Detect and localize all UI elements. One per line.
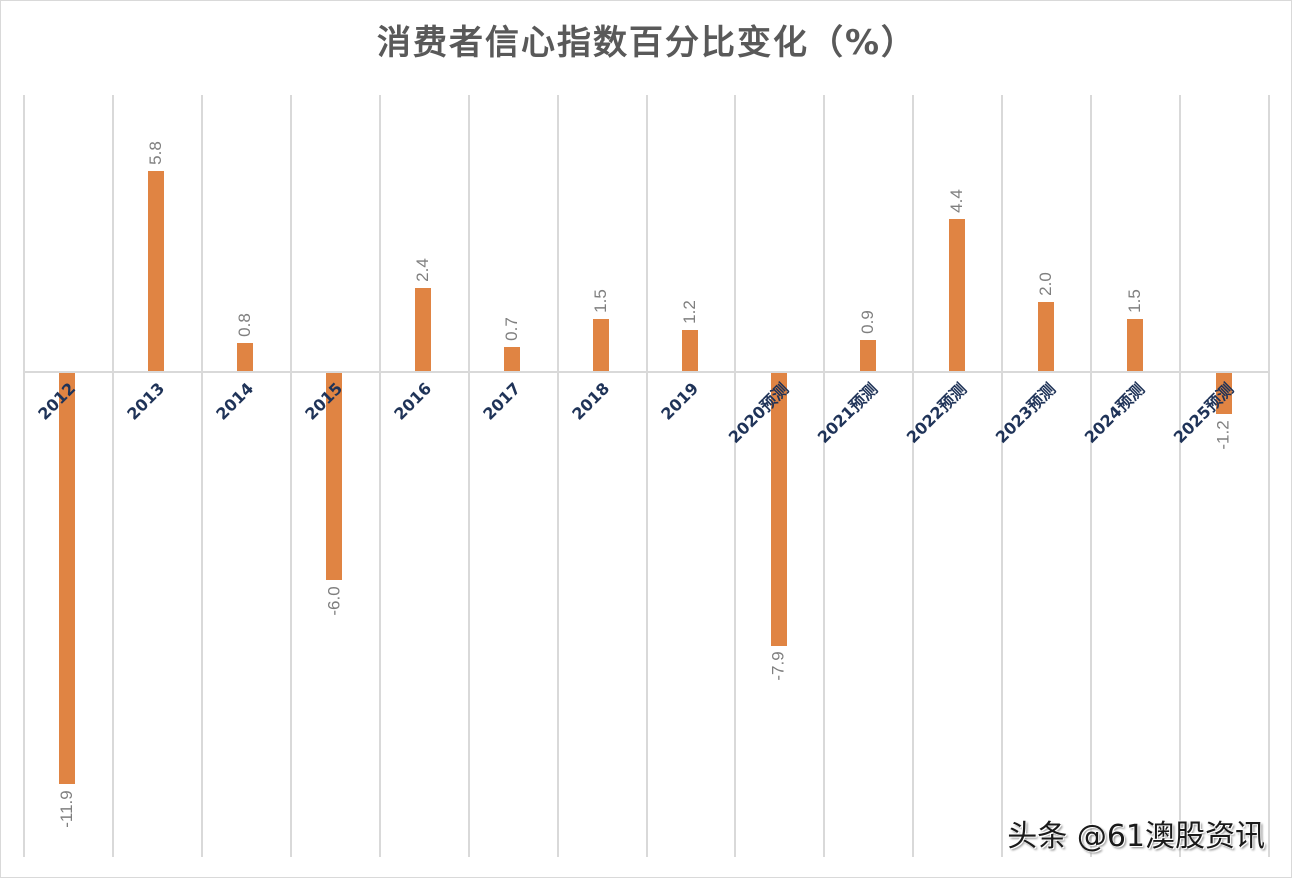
plot-area: -11.9 2012 5.8 2013 0.8 2014 -6.0 2015 2.4 2016 0.… [23,95,1270,857]
category-label: 2014 [212,378,258,424]
category-label: 2016 [390,378,436,424]
data-label: 1.5 [1124,289,1144,314]
category-label: 2019 [657,378,703,424]
gridline [645,95,648,857]
bar[interactable] [1126,319,1143,371]
zero-axis-line [23,371,1270,373]
bar[interactable] [237,343,254,371]
data-label: 4.4 [946,189,966,214]
category-label: 2013 [123,378,169,424]
bar[interactable] [593,319,610,371]
gridline [1001,95,1004,857]
bar[interactable] [59,373,76,784]
bar[interactable] [1215,373,1232,415]
bar[interactable] [415,288,432,371]
bar[interactable] [948,219,965,371]
category-label: 2018 [568,378,614,424]
bar[interactable] [326,373,343,580]
category-label: 2022预测 [902,379,971,447]
watermark: 头条 @61澳股资讯 [1007,819,1265,854]
data-label: 5.8 [146,141,166,165]
data-label: 2.4 [412,258,432,283]
bar[interactable] [1037,302,1054,371]
data-label: 2.0 [1035,272,1055,296]
gridline [289,95,292,857]
bar[interactable] [681,329,698,371]
gridline [556,95,559,857]
gridline [912,95,915,857]
gridline [1268,95,1270,857]
gridline [823,95,826,857]
gridline [734,95,737,857]
data-label: -7.9 [769,651,789,681]
bar[interactable] [504,346,521,371]
data-label: 1.2 [679,299,699,324]
data-label: -6.0 [324,585,344,616]
category-label: 2021预测 [813,379,882,447]
gridline [1179,95,1182,857]
data-label: 1.5 [590,289,610,314]
category-label: 2024预测 [1080,379,1148,447]
gridline [378,95,381,857]
bar[interactable] [148,170,165,371]
chart-title: 消费者信心指数百分比变化（%） [376,23,918,63]
category-label: 2017 [479,378,525,424]
gridline [467,95,470,857]
data-label: -1.2 [1213,420,1233,450]
gridline [1090,95,1093,857]
data-label: 0.8 [235,313,255,338]
category-label: 2023预测 [991,379,1059,447]
data-label: 0.7 [501,317,521,341]
gridline [23,95,25,857]
bar[interactable] [859,339,876,371]
data-label: -11.9 [57,789,77,828]
bar[interactable] [770,373,787,646]
data-label: 0.9 [857,310,877,334]
gridline [200,95,203,857]
gridline [111,95,114,857]
